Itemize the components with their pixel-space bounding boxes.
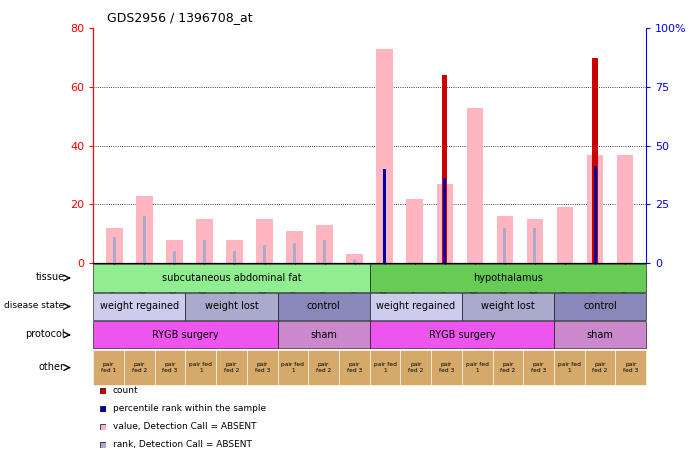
Text: percentile rank within the sample: percentile rank within the sample [113, 404, 266, 413]
Text: pair fed
1: pair fed 1 [374, 362, 397, 373]
Text: sham: sham [310, 330, 337, 340]
Bar [444, 187, 446, 263]
Text: pair
fed 3: pair fed 3 [439, 362, 454, 373]
Bar [592, 58, 598, 263]
Bar [136, 196, 153, 263]
Text: pair
fed 2: pair fed 2 [224, 362, 239, 373]
Bar [346, 254, 363, 263]
Text: rank, Detection Call = ABSENT: rank, Detection Call = ABSENT [113, 440, 252, 449]
Bar [113, 237, 116, 263]
Bar [293, 243, 296, 263]
Text: control: control [583, 301, 617, 311]
Bar [497, 216, 513, 263]
Bar [437, 184, 453, 263]
Text: control: control [307, 301, 341, 311]
Text: pair
fed 3: pair fed 3 [623, 362, 638, 373]
Text: value, Detection Call = ABSENT: value, Detection Call = ABSENT [113, 422, 256, 431]
Bar [557, 207, 574, 263]
Bar [263, 246, 266, 263]
Text: pair fed
1: pair fed 1 [558, 362, 580, 373]
Text: pair
fed 3: pair fed 3 [531, 362, 546, 373]
Text: RYGB surgery: RYGB surgery [428, 330, 495, 340]
Text: GDS2956 / 1396708_at: GDS2956 / 1396708_at [107, 11, 253, 24]
Text: pair
fed 2: pair fed 2 [132, 362, 147, 373]
Bar [406, 199, 423, 263]
Text: pair
fed 3: pair fed 3 [162, 362, 178, 373]
Text: count: count [113, 386, 138, 395]
Text: pair
fed 1: pair fed 1 [101, 362, 116, 373]
Text: pair
fed 3: pair fed 3 [254, 362, 269, 373]
Bar [466, 108, 483, 263]
Bar [533, 228, 536, 263]
Text: pair fed
1: pair fed 1 [189, 362, 212, 373]
Bar [353, 260, 356, 263]
Text: weight lost: weight lost [205, 301, 258, 311]
Bar [377, 49, 393, 263]
Bar [587, 155, 603, 263]
Text: pair
fed 3: pair fed 3 [347, 362, 362, 373]
Bar [617, 155, 634, 263]
Text: weight regained: weight regained [100, 301, 179, 311]
Text: pair
fed 2: pair fed 2 [500, 362, 515, 373]
Bar [233, 251, 236, 263]
Text: pair
fed 2: pair fed 2 [408, 362, 424, 373]
Bar [143, 216, 146, 263]
Bar [444, 178, 446, 263]
Text: disease state: disease state [4, 301, 65, 310]
Text: sham: sham [587, 330, 614, 340]
Bar [503, 228, 507, 263]
Text: RYGB surgery: RYGB surgery [152, 330, 219, 340]
Text: protocol: protocol [25, 329, 65, 339]
Text: tissue: tissue [35, 273, 65, 283]
Bar [527, 219, 543, 263]
Bar [384, 169, 386, 263]
Bar [196, 219, 213, 263]
Bar [256, 219, 273, 263]
Bar [316, 225, 333, 263]
Bar [594, 196, 596, 263]
Bar [323, 240, 326, 263]
Text: other: other [39, 362, 65, 372]
Text: pair fed
1: pair fed 1 [466, 362, 489, 373]
Bar [173, 251, 176, 263]
Text: pair
fed 2: pair fed 2 [316, 362, 331, 373]
Text: hypothalamus: hypothalamus [473, 273, 543, 283]
Bar [594, 166, 596, 263]
Bar [226, 240, 243, 263]
Text: weight regained: weight regained [376, 301, 455, 311]
Text: weight lost: weight lost [481, 301, 535, 311]
Text: subcutaneous abdominal fat: subcutaneous abdominal fat [162, 273, 301, 283]
Bar [203, 240, 206, 263]
Bar [166, 240, 182, 263]
Bar [442, 75, 448, 263]
Bar [106, 228, 122, 263]
Text: pair
fed 2: pair fed 2 [592, 362, 607, 373]
Text: pair fed
1: pair fed 1 [281, 362, 304, 373]
Bar [384, 172, 386, 263]
Bar [286, 231, 303, 263]
